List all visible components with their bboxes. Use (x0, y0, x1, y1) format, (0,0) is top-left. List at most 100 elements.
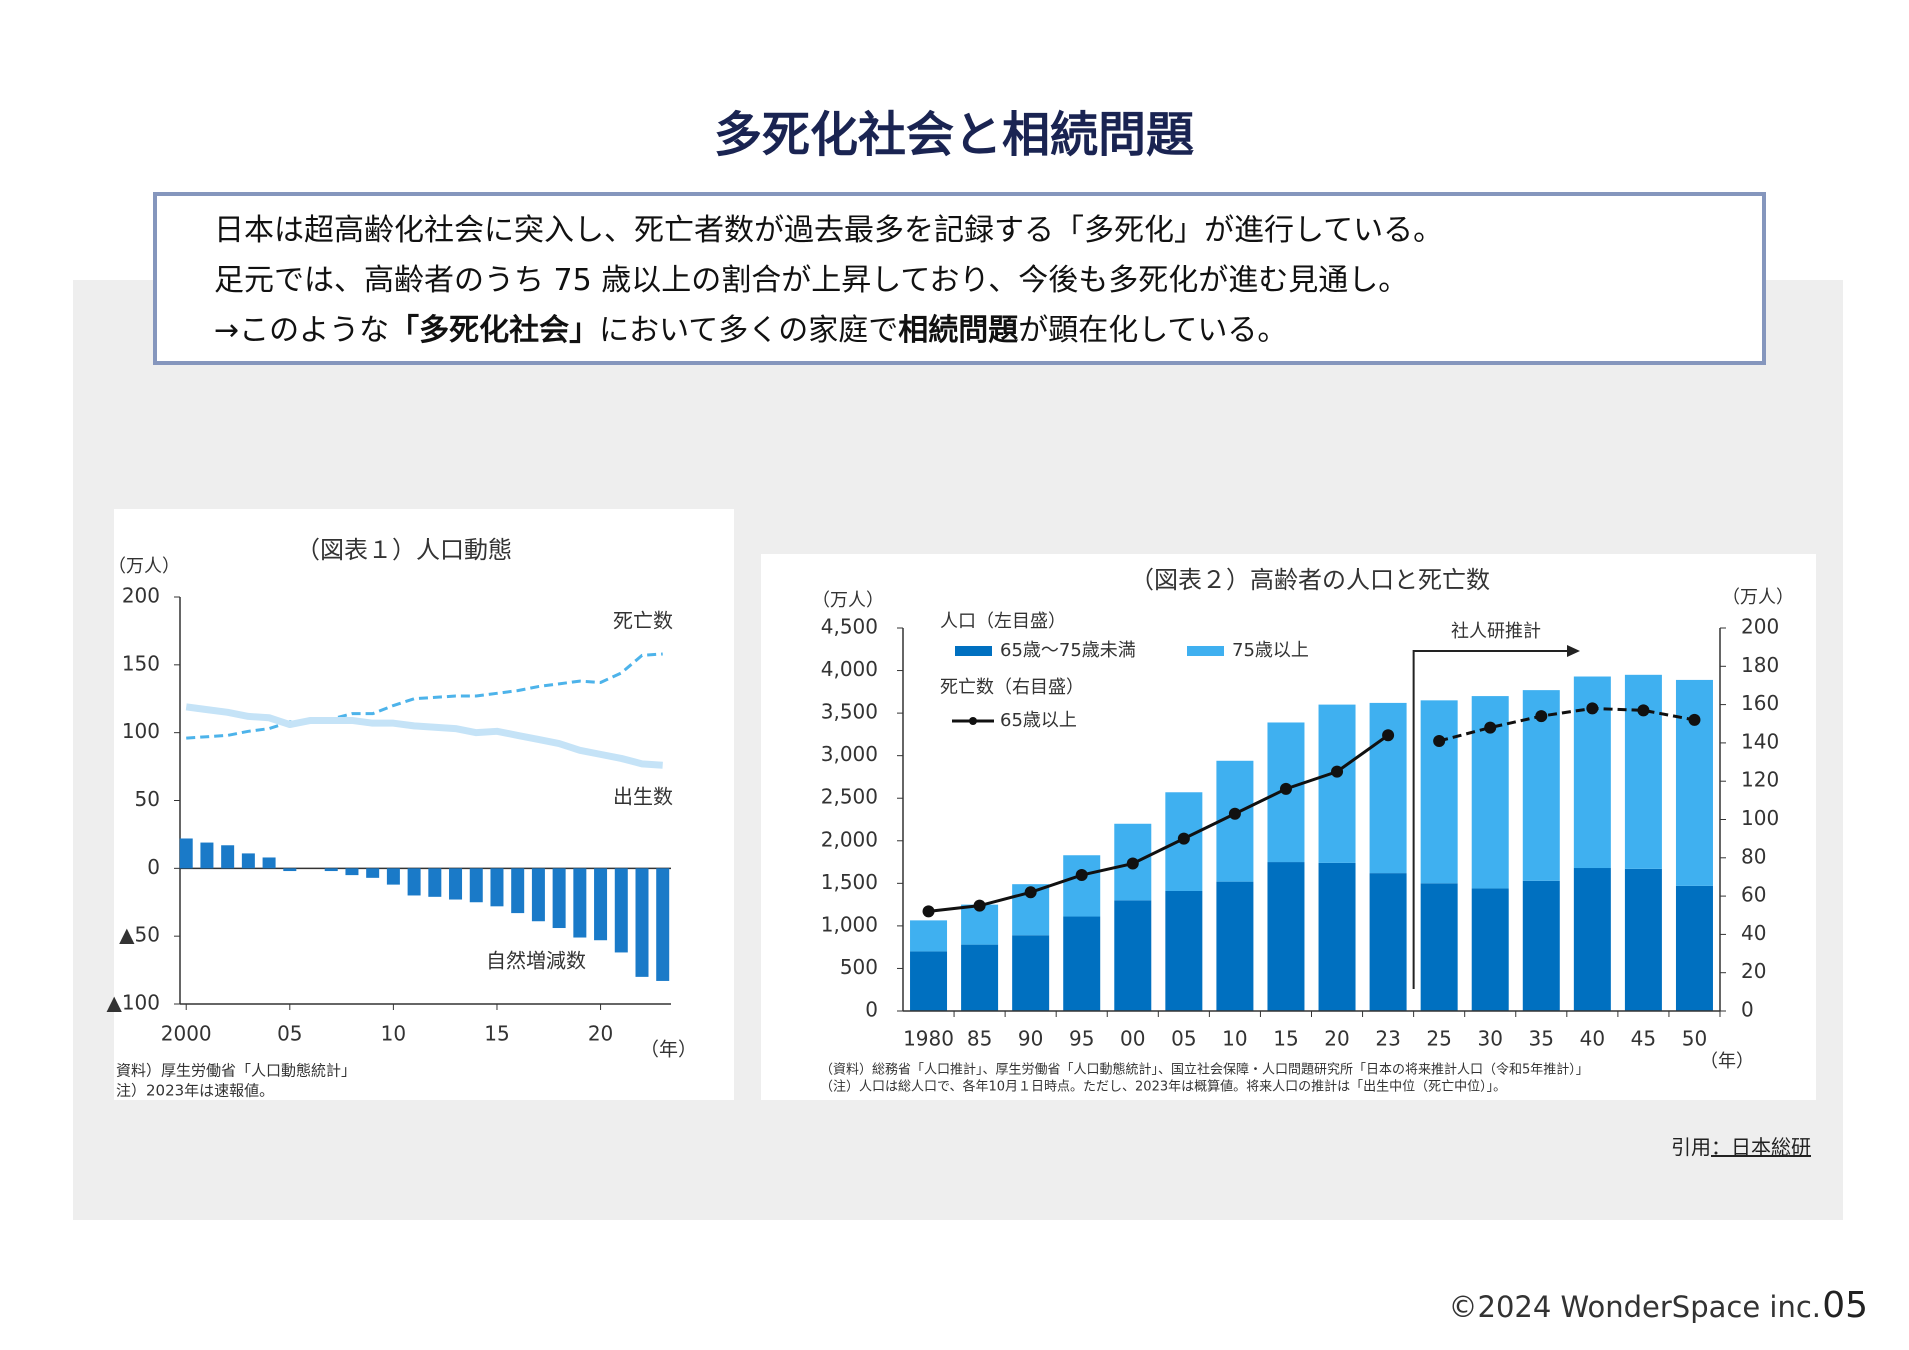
summary-segment: 「多死化社会」 (389, 313, 599, 348)
chart-note: （注）人口は総人口で、各年10月１日時点。ただし、2023年は概算値。将来人口の… (820, 1079, 1506, 1095)
x-tick-label: 05 (1171, 1027, 1196, 1051)
x-tick-label: 90 (1018, 1027, 1043, 1051)
slide-title: 多死化社会と相続問題 (714, 107, 1194, 163)
summary-segment: →このような (214, 313, 389, 348)
y2-tick-label: 180 (1741, 653, 1779, 677)
y-tick-label: 200 (122, 584, 160, 608)
bar-segment (961, 944, 999, 1011)
line-point (1535, 710, 1548, 723)
bar-segment (1165, 890, 1203, 1011)
y2-tick-label: 140 (1741, 729, 1779, 753)
y-tick-label: 1,000 (821, 912, 878, 936)
bar-segment (1471, 888, 1509, 1011)
series-label: 自然増減数 (486, 949, 586, 973)
summary-segment: 日本は超高齢化社会に突入し、死亡者数が過去最多を記録する「多死化」が進行している… (214, 213, 1443, 248)
line (186, 652, 663, 740)
line-point (1484, 721, 1497, 734)
x-tick-label: 05 (277, 1022, 302, 1046)
bar (490, 868, 504, 907)
bar (200, 842, 214, 869)
bar (594, 868, 608, 941)
bar-segment (1318, 862, 1356, 1011)
bar-segment (1675, 679, 1713, 886)
legend-label: 65歳以上 (1000, 710, 1077, 731)
bar (656, 868, 670, 981)
y-tick-label: 100 (122, 719, 160, 743)
line-point (973, 899, 986, 912)
summary-line: 日本は超高齢化社会に突入し、死亡者数が過去最多を記録する「多死化」が進行している… (214, 213, 1443, 248)
bar-segment (1216, 881, 1254, 1011)
y-tick-label: 1,500 (821, 870, 878, 894)
line (1438, 706, 1695, 743)
bar-segment (1114, 900, 1152, 1011)
chart-title: （図表１）人口動態 (296, 536, 512, 564)
x-tick-label: 25 (1426, 1027, 1451, 1051)
copyright: ©2024 WonderSpace inc. (1449, 1290, 1821, 1324)
bar-segment (1624, 868, 1662, 1011)
y-tick-label: 2,000 (821, 827, 878, 851)
line-point (1228, 807, 1241, 820)
line-point (1433, 734, 1446, 747)
x-tick-label: 10 (381, 1022, 406, 1046)
bar (407, 868, 421, 896)
bar-segment (1267, 862, 1305, 1011)
source-link: ：日本総研 (1711, 1135, 1811, 1159)
bar-segment (1063, 855, 1101, 917)
legend-group: 人口（左目盛） (940, 611, 1066, 632)
y-tick-label: 0 (865, 998, 878, 1022)
bar (573, 868, 587, 938)
bar (635, 868, 649, 977)
x-tick-label: 45 (1631, 1027, 1656, 1051)
x-tick-label: 40 (1580, 1027, 1605, 1051)
y2-tick-label: 100 (1741, 806, 1779, 830)
y-tick-label: ▲100 (106, 991, 160, 1015)
x-tick-label: 30 (1477, 1027, 1502, 1051)
bar (552, 868, 566, 929)
line-point (1688, 713, 1701, 726)
source: 引用：日本総研 (1671, 1135, 1811, 1159)
bar (531, 868, 545, 922)
x-tick-label: 10 (1222, 1027, 1247, 1051)
bar-segment (1420, 700, 1458, 884)
bar-segment (1420, 883, 1458, 1011)
bar-segment (1675, 885, 1713, 1011)
y-tick-label: 3,000 (821, 742, 878, 766)
chart1-panel (114, 509, 734, 1100)
x-unit: （年） (640, 1039, 697, 1061)
legend-group: 死亡数（右目盛） (940, 677, 1084, 698)
series-label: 出生数 (613, 785, 673, 809)
bar (428, 868, 442, 897)
y2-unit: （万人） (1722, 587, 1794, 608)
x-tick-label: 85 (967, 1027, 992, 1051)
y-tick-label: ▲50 (119, 923, 160, 947)
bar (386, 868, 400, 885)
line-point (922, 905, 935, 918)
bar-segment (1573, 868, 1611, 1011)
y2-tick-label: 60 (1741, 883, 1766, 907)
line-point (1382, 729, 1395, 742)
projection-label: 社人研推計 (1451, 621, 1541, 642)
bar (614, 868, 628, 953)
line-point (1024, 886, 1037, 899)
summary-segment: 足元では、高齢者のうち 75 歳以上の割合が上昇しており、今後も多死化が進む見通… (214, 263, 1408, 298)
y-unit: （万人） (108, 556, 180, 577)
bar (324, 868, 338, 872)
y-tick-label: 150 (122, 651, 160, 675)
line-point (1126, 857, 1139, 870)
y-tick-label: 0 (147, 855, 160, 879)
x-tick-label: 95 (1069, 1027, 1094, 1051)
legend-swatch (955, 646, 992, 656)
x-tick-label: 2000 (161, 1022, 212, 1046)
chart-note: 注）2023年は速報値。 (116, 1082, 274, 1100)
x-tick-label: 20 (1324, 1027, 1349, 1051)
bar-segment (910, 951, 948, 1011)
line-point (1586, 702, 1599, 715)
x-tick-label: 35 (1529, 1027, 1554, 1051)
legend-label: 75歳以上 (1232, 640, 1309, 661)
legend-swatch (1187, 646, 1224, 656)
bar (345, 868, 359, 876)
source-prefix: 引用 (1671, 1135, 1711, 1159)
y2-tick-label: 80 (1741, 844, 1766, 868)
